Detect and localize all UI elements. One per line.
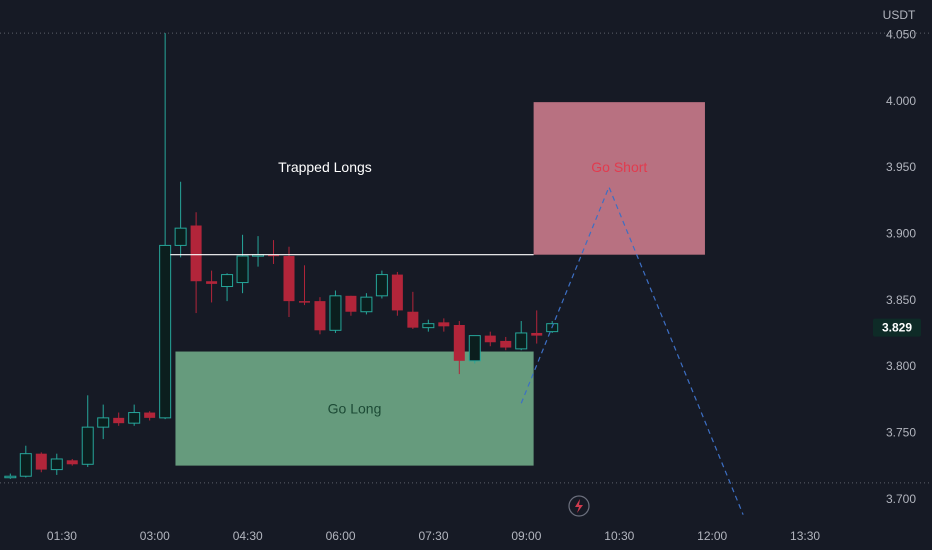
candle-body-up bbox=[97, 417, 110, 428]
candle-body-up bbox=[159, 244, 172, 419]
candle-body-down bbox=[391, 274, 403, 311]
candle-body-up bbox=[360, 296, 373, 313]
x-tick-label: 12:00 bbox=[697, 529, 727, 543]
candle-body-down bbox=[484, 335, 496, 343]
candle-body-up bbox=[19, 453, 32, 477]
y-tick-label: 3.700 bbox=[886, 492, 916, 506]
candle-body-down bbox=[35, 453, 47, 470]
x-tick-label: 03:00 bbox=[140, 529, 170, 543]
y-tick-label: 3.800 bbox=[886, 359, 916, 373]
lightning-bolt-icon bbox=[575, 499, 583, 513]
zone-label: Go Short bbox=[591, 159, 647, 175]
replay-icon-ring bbox=[568, 495, 590, 517]
candle-body-down bbox=[66, 460, 78, 465]
zone-go-long[interactable] bbox=[175, 351, 534, 466]
candle-body-down bbox=[144, 412, 156, 418]
last-price-label: 3.829 bbox=[882, 321, 912, 335]
candle-body-up bbox=[81, 426, 94, 465]
y-tick-label: 3.850 bbox=[886, 293, 916, 307]
x-tick-label: 04:30 bbox=[233, 529, 263, 543]
candle-body-up bbox=[515, 332, 528, 350]
replay-button[interactable] bbox=[568, 495, 590, 517]
candle-body-down bbox=[268, 254, 280, 257]
y-tick-label: 3.900 bbox=[886, 226, 916, 240]
candle-body-down bbox=[407, 311, 419, 328]
candle-body-up bbox=[221, 274, 234, 288]
x-tick-label: 06:00 bbox=[326, 529, 356, 543]
candle-body-down bbox=[438, 322, 450, 327]
candle-body-down bbox=[453, 325, 465, 361]
candle-body-down bbox=[531, 332, 543, 336]
candle-body-down bbox=[314, 301, 326, 331]
candle-body-down bbox=[206, 281, 218, 284]
candle-body-up bbox=[128, 412, 141, 424]
x-tick-label: 07:30 bbox=[418, 529, 448, 543]
projection-path[interactable] bbox=[520, 185, 744, 515]
candle-body-up bbox=[422, 323, 435, 329]
candle-body-down bbox=[283, 256, 295, 302]
x-tick-label: 13:30 bbox=[790, 529, 820, 543]
y-tick-label: 4.000 bbox=[886, 94, 916, 108]
candle-body-up bbox=[375, 274, 388, 297]
last-price-badge bbox=[873, 318, 921, 337]
currency-label: USDT bbox=[883, 8, 916, 22]
candle-body-down bbox=[298, 301, 310, 303]
y-tick-label: 3.750 bbox=[886, 425, 916, 439]
x-tick-label: 01:30 bbox=[47, 529, 77, 543]
zone-go-short[interactable] bbox=[533, 102, 705, 255]
candle-body-up bbox=[4, 475, 17, 479]
candle-body-down bbox=[345, 295, 357, 312]
annotation-label: Trapped Longs bbox=[278, 159, 372, 175]
candle-body-up bbox=[50, 458, 63, 471]
candle-body-up bbox=[236, 255, 249, 284]
candle-body-down bbox=[190, 225, 202, 282]
candle-body-up bbox=[468, 335, 481, 362]
y-tick-label: 4.050 bbox=[886, 27, 916, 41]
candle-body-down bbox=[500, 340, 512, 348]
zone-label: Go Long bbox=[328, 401, 382, 417]
candle-body-up bbox=[174, 227, 187, 246]
candle-body-up bbox=[329, 295, 342, 331]
x-tick-label: 09:00 bbox=[511, 529, 541, 543]
candle-body-down bbox=[113, 417, 125, 424]
y-tick-label: 3.950 bbox=[886, 160, 916, 174]
x-tick-label: 10:30 bbox=[604, 529, 634, 543]
